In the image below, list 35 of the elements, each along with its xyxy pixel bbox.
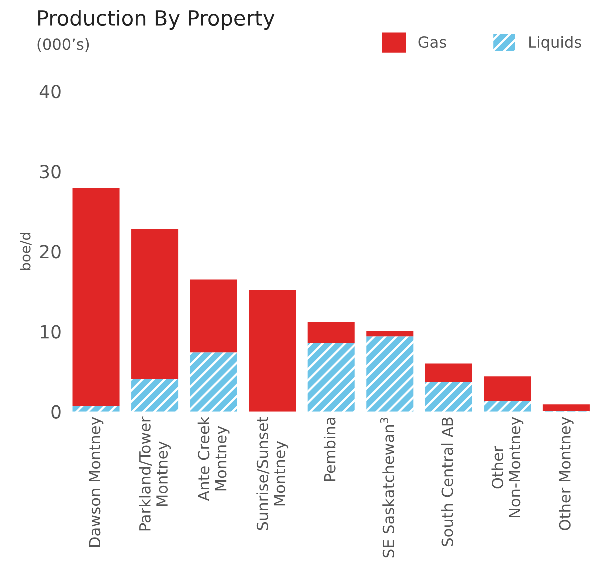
bar <box>308 342 355 412</box>
y-axis-title: boe/d <box>20 233 32 270</box>
bar <box>190 280 238 353</box>
x-tick-label: Other Montney <box>559 417 574 530</box>
y-tick-label: 30 <box>40 165 61 179</box>
bar <box>308 322 355 343</box>
bar <box>542 404 590 412</box>
bar <box>425 364 472 382</box>
x-tick-label: Other Non-Montney <box>492 417 524 518</box>
y-tick-label: 10 <box>41 325 61 339</box>
bar <box>425 382 472 412</box>
legend-label: Liquids <box>530 36 582 52</box>
bar <box>484 401 532 412</box>
bar <box>484 376 532 402</box>
bar <box>366 336 414 412</box>
x-tick-label: Ante Creek Montney <box>198 416 230 502</box>
bar <box>72 188 120 406</box>
bar <box>366 330 414 337</box>
chart-subtitle: (000’s) <box>38 38 90 52</box>
x-tick-label: Parkland/Tower Montney <box>139 416 171 531</box>
bar <box>132 379 179 412</box>
x-tick-label: Sunrise/Sunset Montney <box>256 417 289 530</box>
bar <box>190 352 238 412</box>
y-tick-label: 0 <box>52 405 61 419</box>
bar <box>249 290 296 412</box>
chart-title: Production By Property <box>38 10 275 30</box>
x-tick-label: South Central AB <box>442 418 454 546</box>
x-tick-label: Pembina <box>324 418 336 482</box>
y-tick-label: 40 <box>40 84 61 99</box>
x-tick-label: SE Saskatchewan$^{3}$ <box>380 418 394 558</box>
bar <box>72 406 120 412</box>
legend-label: Gas <box>418 36 446 48</box>
y-tick-label: 20 <box>40 245 61 259</box>
bar <box>132 229 179 380</box>
x-tick-label: Dawson Montney <box>89 417 104 547</box>
